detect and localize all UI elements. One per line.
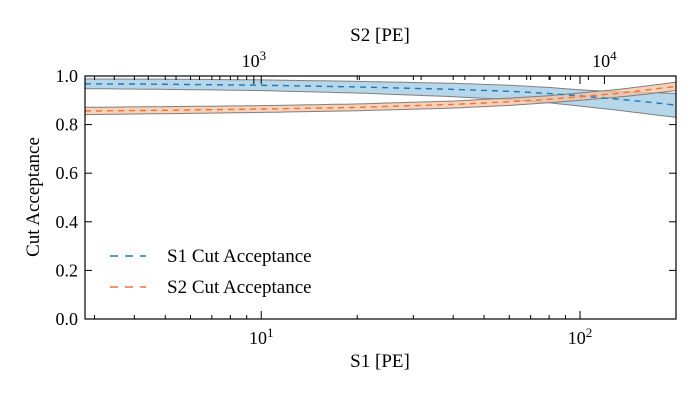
x-tick-label: 101	[249, 325, 274, 348]
legend-label-s1: S1 Cut Acceptance	[167, 246, 312, 267]
x-tick-label: 102	[568, 325, 593, 348]
y-tick-label: 0.4	[56, 212, 79, 232]
legend: S1 Cut Acceptance S2 Cut Acceptance	[110, 246, 312, 298]
legend-label-s2: S2 Cut Acceptance	[167, 277, 312, 298]
x2-axis-title: S2 [PE]	[350, 25, 410, 46]
y-tick-label: 0.8	[56, 115, 79, 135]
y-tick-label: 1.0	[56, 66, 79, 86]
axis-ticks: 0.0 0.2 0.4 0.6 0.8 1.0 101 102 103 104	[56, 48, 677, 348]
y-tick-label: 0.0	[56, 309, 79, 329]
plot-frame	[84, 75, 677, 320]
x2-tick-label: 104	[592, 48, 617, 71]
y-tick-label: 0.6	[56, 163, 79, 183]
x2-tick-label: 103	[242, 48, 267, 71]
y-tick-label: 0.2	[56, 260, 79, 280]
x-axis-title: S1 [PE]	[350, 351, 410, 372]
y-axis-title: Cut Acceptance	[23, 137, 44, 257]
